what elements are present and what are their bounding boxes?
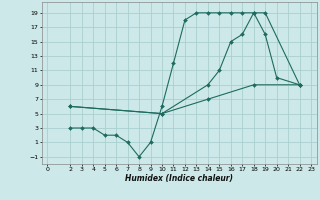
X-axis label: Humidex (Indice chaleur): Humidex (Indice chaleur) <box>125 174 233 183</box>
